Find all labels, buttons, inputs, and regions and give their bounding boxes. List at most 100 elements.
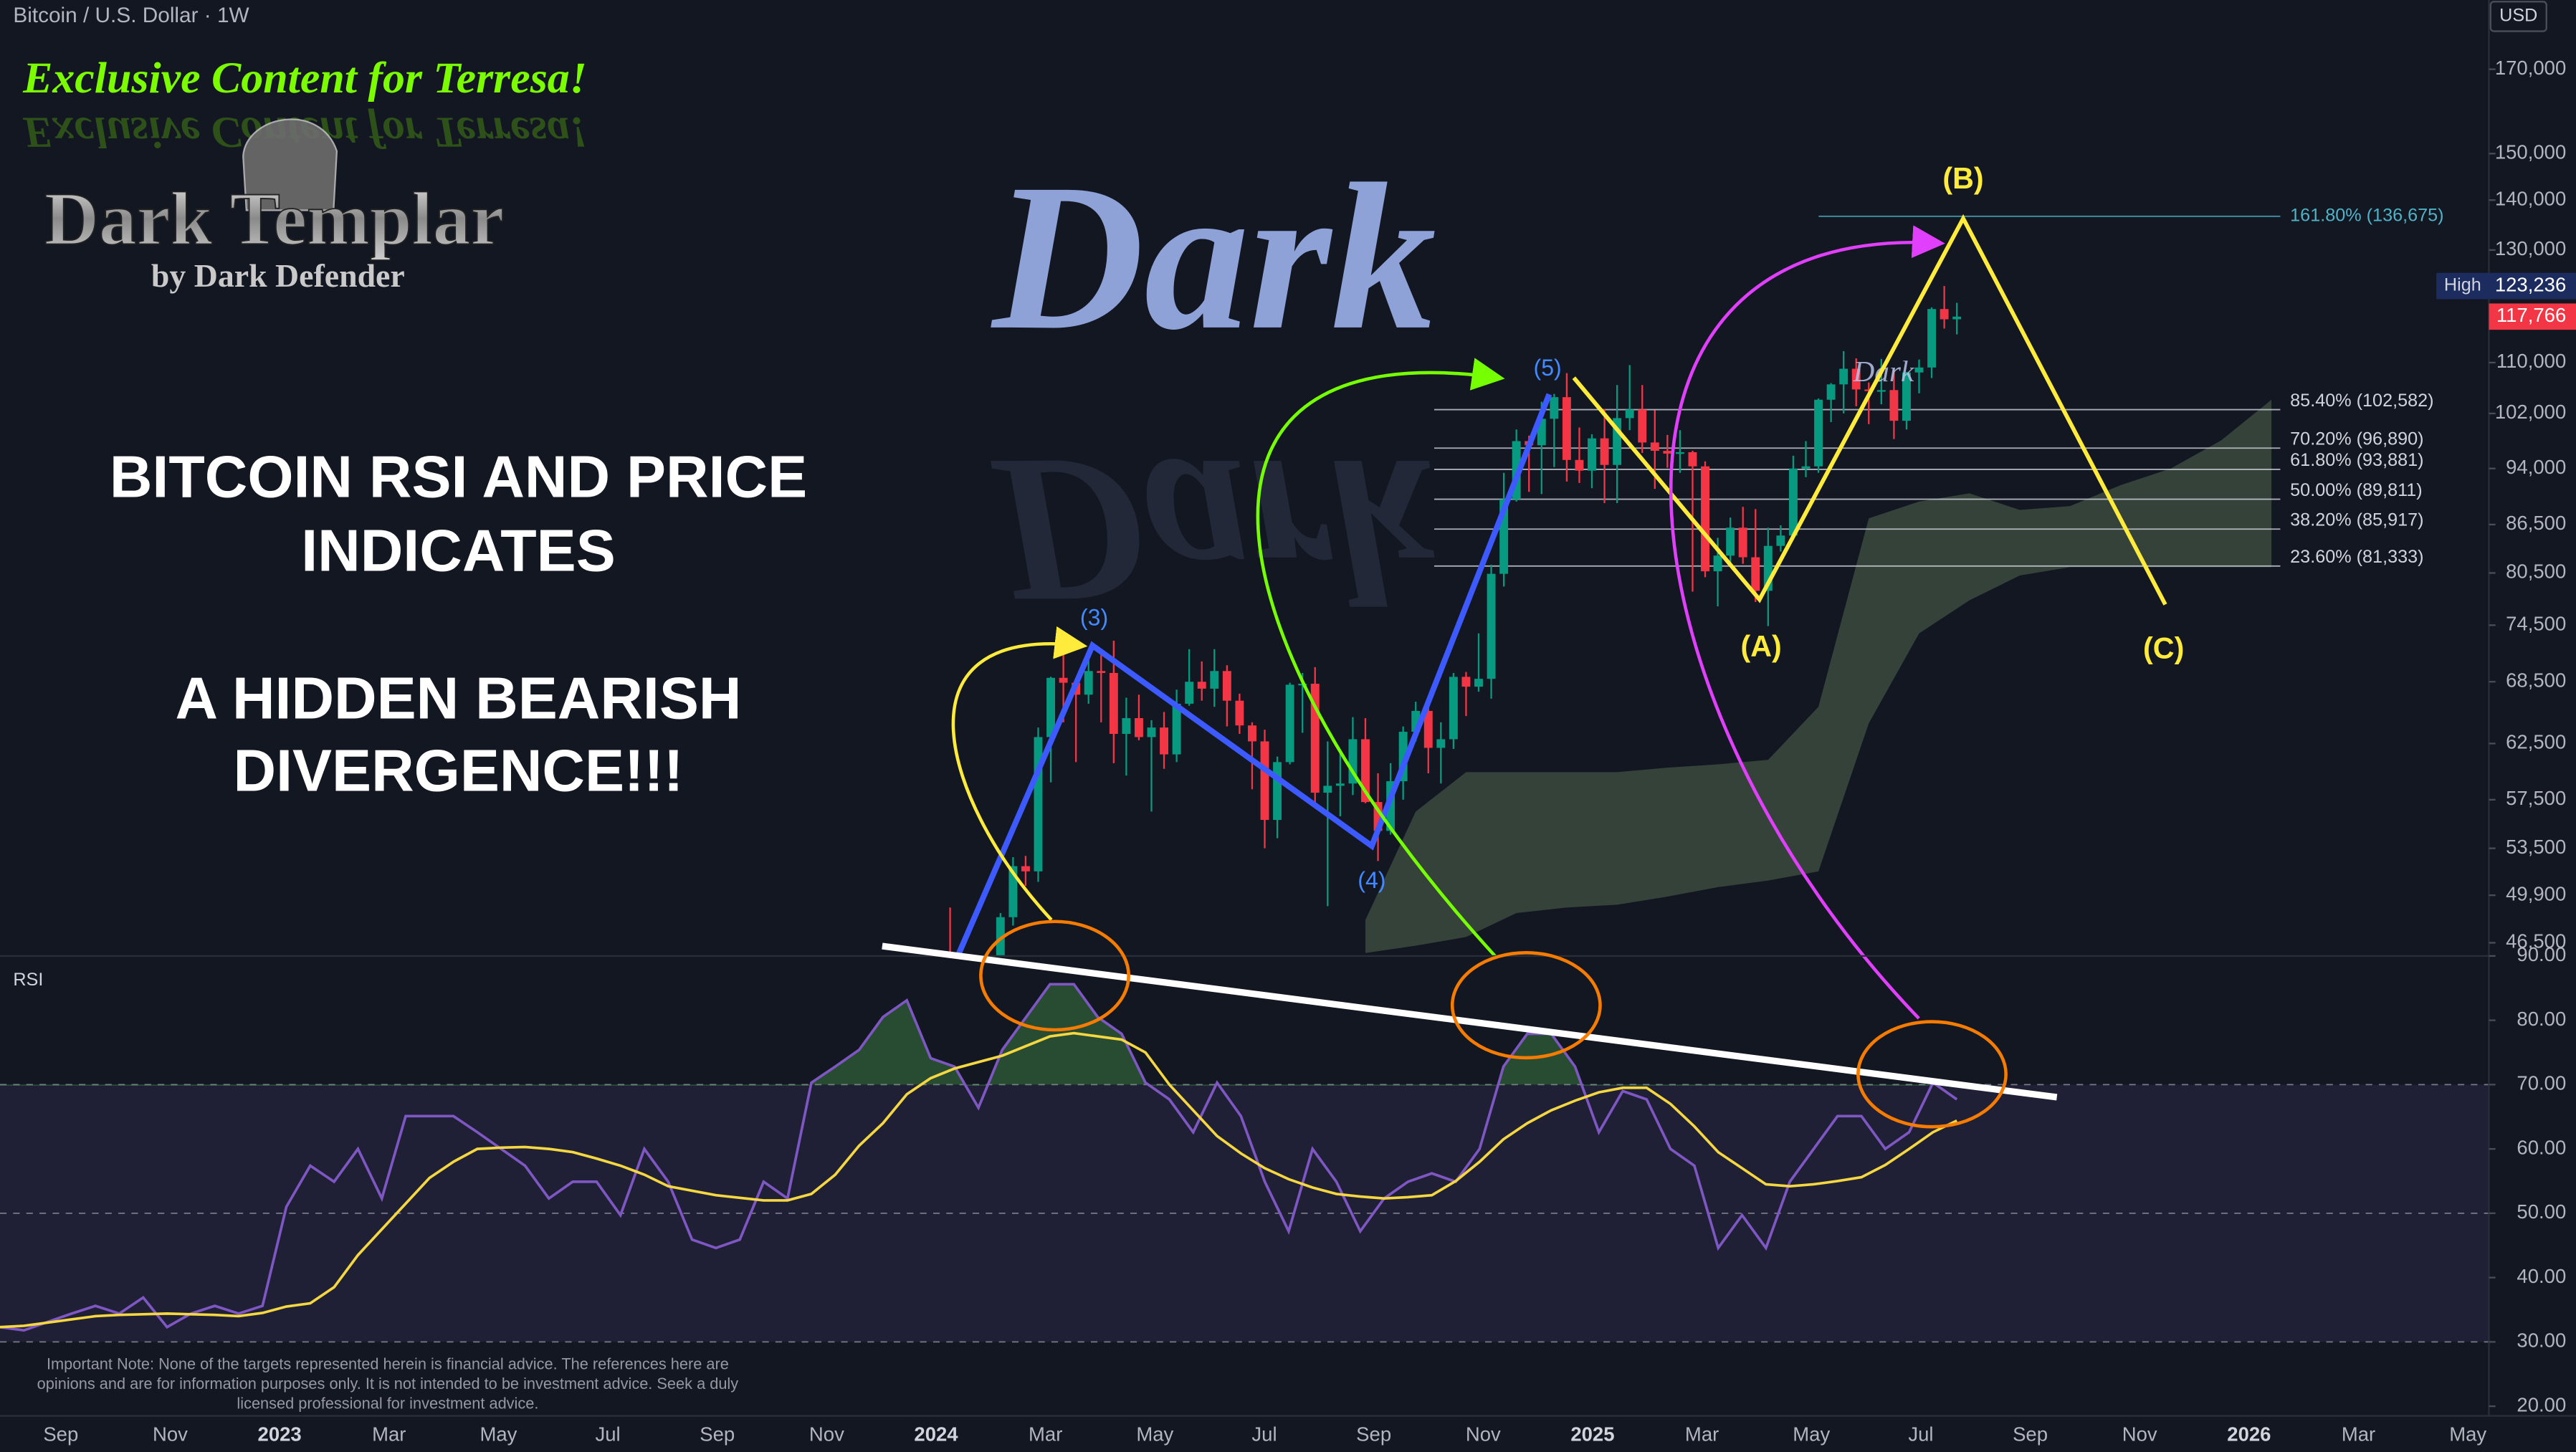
candle-body [1084,671,1093,695]
axis-layer: 170,000 150,000 140,000 130,000 110,000 102,0… [43,57,2576,1445]
headline: DIVERGENCE!!! [234,738,684,804]
candle-body [1864,389,1874,391]
y-tick-label: 170,000 [2495,57,2566,79]
candle-body [1600,438,1609,465]
currency[interactable]: USD [2499,6,2537,26]
candle-body [1323,785,1332,793]
y-tick-label: 30.00 [2517,1329,2566,1352]
candle-body [1147,727,1156,737]
disclaimer: opinions and are for information purpose… [37,1375,739,1393]
x-tick-label: Sep [2013,1423,2048,1445]
candle-body [1562,397,1571,460]
x-tick-label: Nov [2122,1423,2157,1445]
candle-body [1398,732,1408,782]
y-tick-label: 94,000 [2506,456,2566,478]
fib-label: 23.60% (81,333) [2290,547,2423,567]
x-tick-label: Jul [1908,1423,1933,1445]
wave-label: (C) [2143,631,2184,664]
candle-body [1034,737,1043,871]
high-label: High [2444,275,2481,295]
last-price-marker [2489,303,2576,330]
candle-body [1902,372,1911,421]
wave-label: (A) [1740,630,1781,663]
x-tick-label: Nov [809,1423,844,1445]
headline: INDICATES [301,517,616,583]
x-tick-label: 2024 [914,1423,958,1445]
high-value: 123,236 [2495,273,2566,295]
candle-body [1248,725,1256,742]
candle-body [1197,682,1206,689]
candle-body [1423,710,1433,748]
candle-body [1449,677,1458,740]
rsi-title: RSI [13,970,43,990]
currency-box[interactable] [2489,1,2547,32]
x-tick-label: May [480,1423,517,1445]
y-tick-label: 50.00 [2517,1200,2566,1223]
disclaimer: Important Note: None of the targets repr… [47,1355,729,1372]
curved-arrow [1256,358,1505,957]
candle-body [1839,368,1848,385]
helmet-icon [242,118,338,211]
candle-body [1675,452,1684,454]
x-tick-label: Jul [1251,1423,1277,1445]
y-tick-label: 80.00 [2517,1008,2566,1030]
candle-body [1260,741,1269,821]
cloud [1365,399,2272,953]
candle-body [1588,438,1596,471]
high-marker [2436,272,2576,300]
candle-body [1210,671,1219,689]
candle-body [1436,739,1446,748]
candle-body [1348,739,1358,784]
x-tick-label: Sep [43,1423,78,1445]
y-tick-label: 140,000 [2495,187,2566,209]
candle-body [1487,573,1496,679]
y-tick-label: 49,900 [2506,882,2566,904]
watermark: Dark [989,141,1436,373]
candle-body [1650,442,1659,452]
candle-body [1613,418,1622,465]
fib-label: 85.40% (102,582) [2290,391,2433,411]
y-tick-label: 53,500 [2506,836,2566,858]
candle-body [1776,535,1785,546]
y-tick-label: 110,000 [2496,350,2566,372]
wave-label: (5) [1534,355,1562,381]
candle-body [1059,677,1068,683]
candle-body [1851,368,1861,390]
candle-body [1499,499,1509,574]
fib-label: 161.80% (136,675) [2290,205,2443,225]
x-tick-label: Mar [372,1423,406,1445]
candle-body [1876,390,1886,392]
y-tick-label: 46,500 [2506,930,2566,952]
wave-label: (3) [1080,604,1108,630]
fib-layer: 161.80% (136,675) 85.40% (102,582) 70.20% … [1434,205,2444,567]
candle-body [1361,739,1370,803]
candle-body [1273,762,1282,821]
x-tick-label: 2025 [1570,1423,1614,1445]
candle-body [1826,384,1836,400]
x-tick-label: Nov [153,1423,188,1445]
candle-body [1335,783,1345,786]
candle-body [1788,468,1798,536]
candle-body [1008,866,1018,917]
headline: A HIDDEN BEARISH [176,666,742,732]
y-tick-label: 62,500 [2506,731,2566,753]
price-axis [2489,0,2576,1452]
candle-body [1713,555,1722,572]
watermark-reflection: Dark [989,415,1436,647]
candle-body [1701,466,1709,572]
candle-body [1373,802,1383,831]
x-tick-label: Mar [2342,1423,2375,1445]
x-tick-label: Mar [1029,1423,1062,1445]
y-tick-label: 60.00 [2517,1136,2566,1158]
symbol-title: Bitcoin / U.S. Dollar · 1W [13,4,249,27]
candle-body [1638,409,1647,443]
x-tick-label: May [1793,1423,1830,1445]
y-tick-label: 130,000 [2495,237,2566,259]
y-tick-label: 68,500 [2506,669,2566,692]
y-tick-label: 40.00 [2517,1265,2566,1287]
cloud-layer [1365,399,2272,953]
candle-body [1889,390,1899,421]
y-tick-label: 57,500 [2506,787,2566,809]
fib-label: 38.20% (85,917) [2290,510,2423,530]
